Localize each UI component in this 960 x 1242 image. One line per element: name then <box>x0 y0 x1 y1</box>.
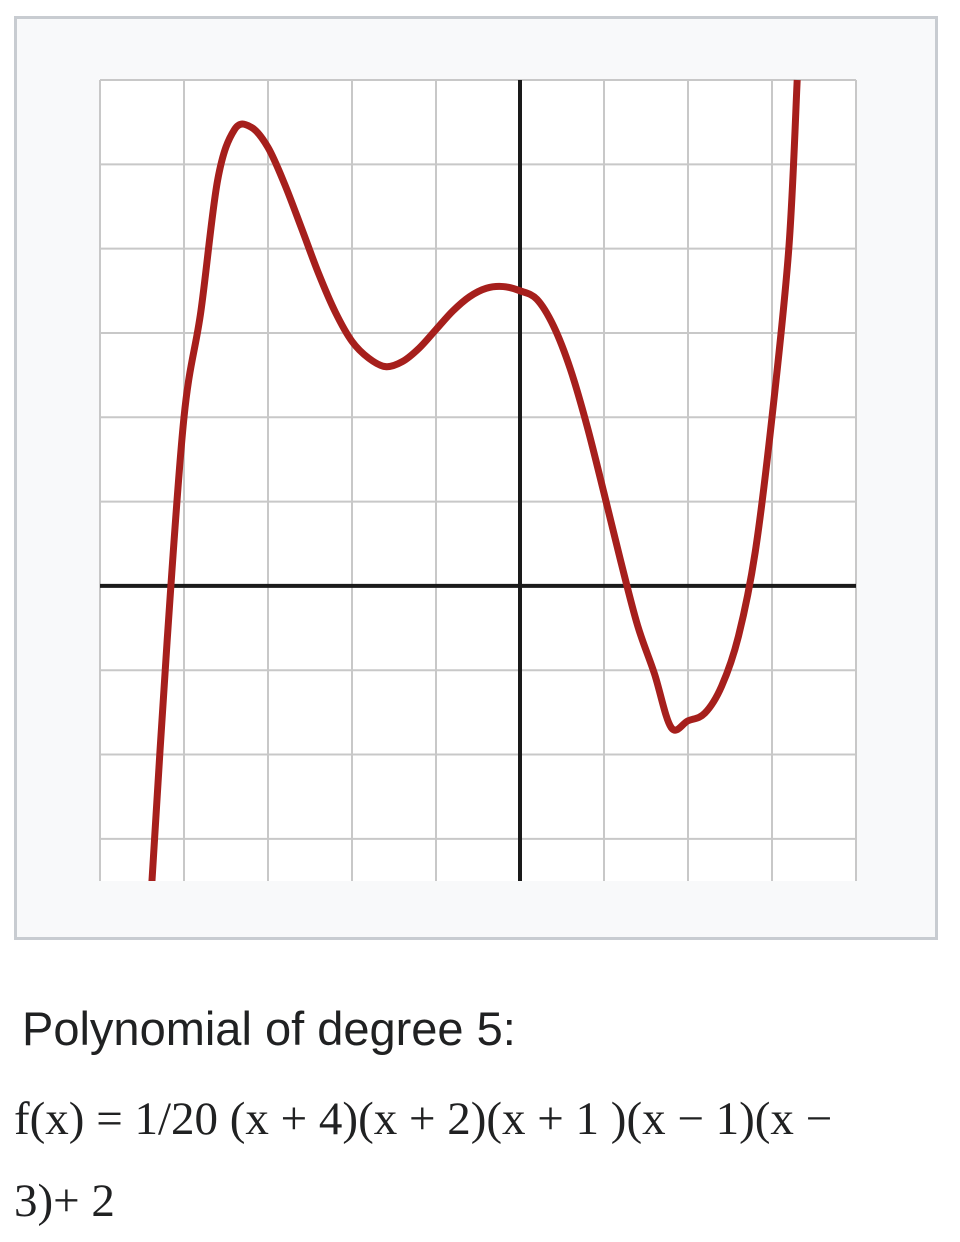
caption-title: Polynomial of degree 5: <box>22 1002 516 1055</box>
polynomial-plot <box>99 79 857 881</box>
grid-lines <box>99 79 857 881</box>
caption-formula: f(x) = 1/20 (x + 4)(x + 2)(x + 1 )(x − 1… <box>14 1093 833 1227</box>
axes <box>100 80 856 881</box>
figure-frame <box>14 16 938 940</box>
curve-layer <box>148 79 801 881</box>
polynomial-curve <box>148 79 801 881</box>
plot-area <box>100 80 856 881</box>
